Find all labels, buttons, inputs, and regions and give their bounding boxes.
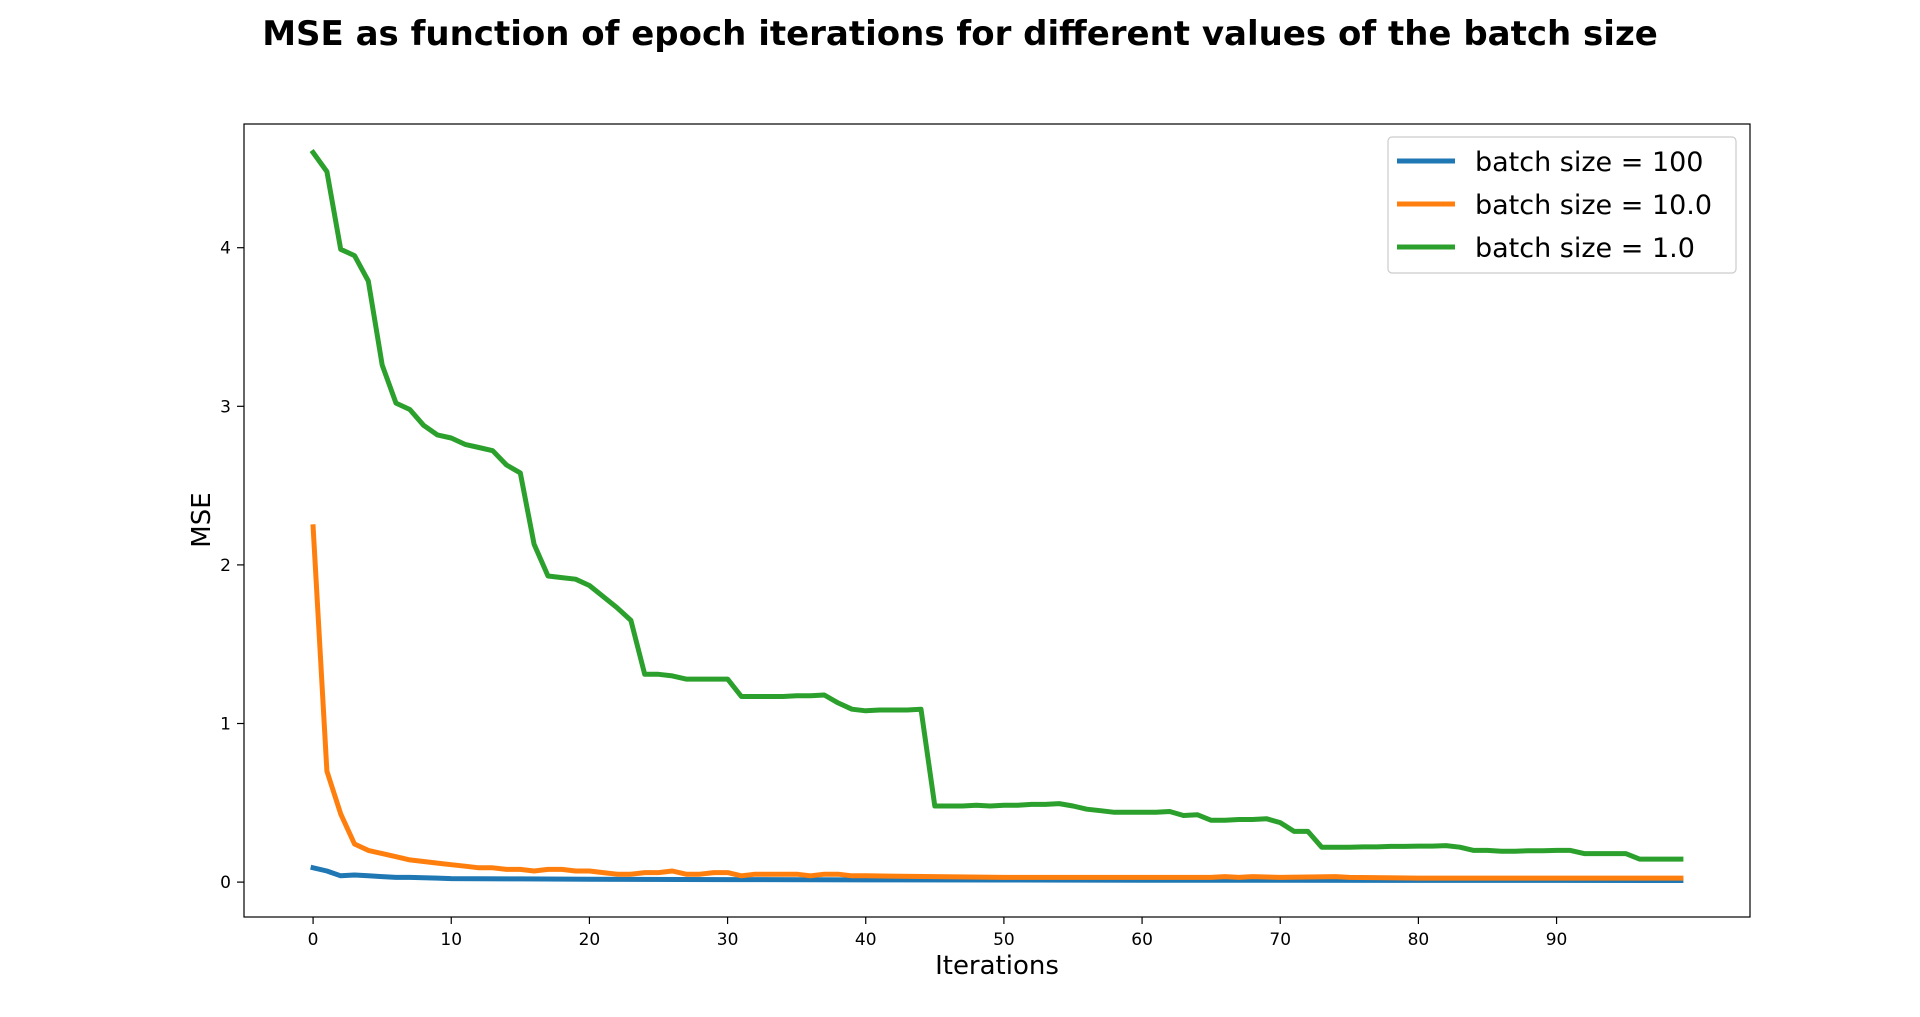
series-layer xyxy=(309,149,1684,884)
legend-label-0: batch size = 100 xyxy=(1475,147,1704,178)
y-tick-label-0: 0 xyxy=(220,873,231,893)
y-tick-label-4: 4 xyxy=(220,239,231,259)
series-line-1 xyxy=(310,524,1684,881)
series-line-2 xyxy=(309,149,1684,862)
legend-label-1: batch size = 10.0 xyxy=(1475,190,1712,221)
x-tick-label-6: 60 xyxy=(1131,930,1153,950)
x-tick-label-9: 90 xyxy=(1546,930,1568,950)
x-tick-label-0: 0 xyxy=(308,930,319,950)
y-axis-label: MSE xyxy=(187,492,217,547)
y-tick-label-3: 3 xyxy=(220,397,231,417)
legend: batch size = 100 batch size = 10.0 batch s… xyxy=(1387,136,1737,274)
x-tick-label-8: 80 xyxy=(1408,930,1430,950)
plot-frame xyxy=(243,123,1751,918)
x-tick-label-5: 50 xyxy=(993,930,1015,950)
x-tick-label-4: 40 xyxy=(855,930,877,950)
x-axis-label: Iterations xyxy=(935,951,1059,981)
y-tick-label-1: 1 xyxy=(220,715,231,735)
x-tick-label-1: 10 xyxy=(440,930,462,950)
x-tick-label-7: 70 xyxy=(1269,930,1291,950)
ticks-layer: 0 10 20 30 40 50 60 70 80 90 0 1 2 3 4 xyxy=(220,239,1567,950)
x-tick-label-2: 20 xyxy=(579,930,601,950)
chart-title: MSE as function of epoch iterations for … xyxy=(262,14,1658,54)
legend-items: batch size = 100 batch size = 10.0 batch s… xyxy=(1397,147,1712,264)
legend-box xyxy=(1387,136,1737,274)
y-tick-label-2: 2 xyxy=(220,556,231,576)
x-tick-label-3: 30 xyxy=(717,930,739,950)
series-line-0 xyxy=(310,864,1684,884)
legend-label-2: batch size = 1.0 xyxy=(1475,233,1695,264)
